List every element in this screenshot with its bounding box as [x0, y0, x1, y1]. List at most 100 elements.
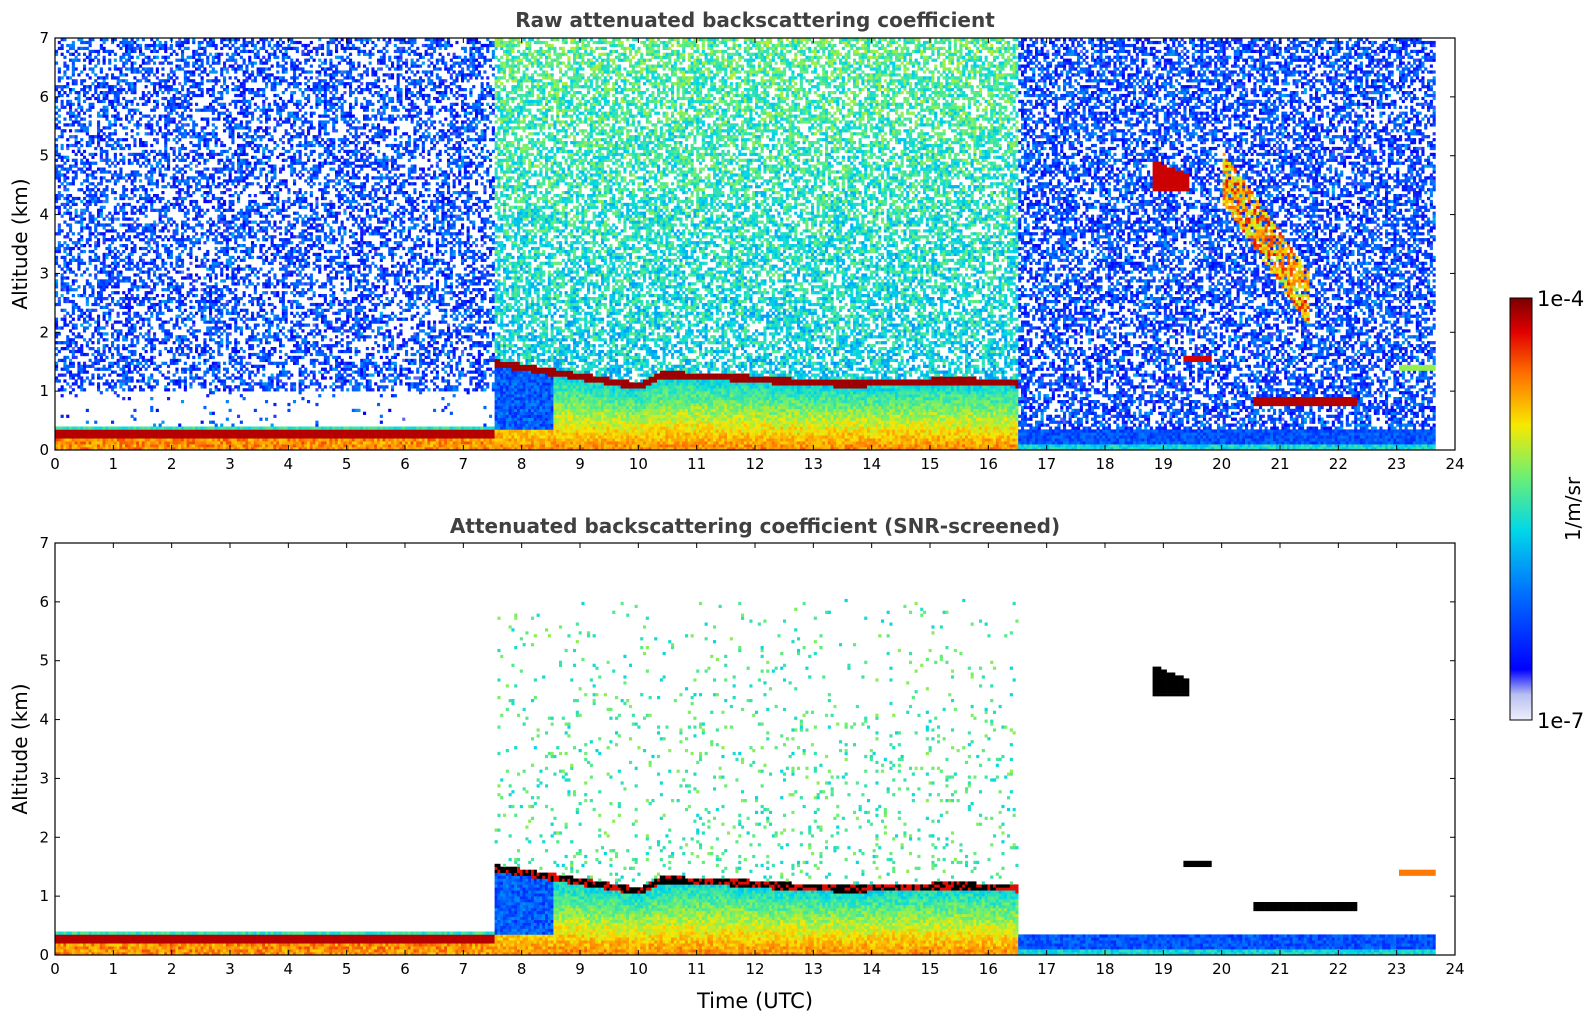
field-cell — [72, 170, 75, 173]
field-cell — [58, 76, 61, 79]
field-cell — [75, 341, 78, 344]
field-cell — [94, 427, 97, 430]
field-cell — [103, 115, 106, 118]
field-cell — [86, 194, 89, 197]
field-cell — [97, 438, 100, 441]
field-cell — [94, 435, 97, 438]
field-cell — [100, 268, 103, 271]
field-cell — [66, 85, 69, 88]
field-cell — [83, 100, 86, 103]
field-cell — [69, 341, 72, 344]
field-cell — [97, 318, 100, 321]
field-cell — [66, 300, 69, 303]
field-cell — [89, 282, 92, 285]
field-cell — [86, 371, 89, 374]
field-cell — [86, 56, 89, 59]
field-cell — [91, 197, 94, 200]
field-cell — [94, 185, 97, 188]
field-cell — [61, 94, 64, 97]
field-cell — [94, 253, 97, 256]
field-cell — [66, 194, 69, 197]
field-cell — [69, 168, 72, 171]
field-cell — [77, 197, 80, 200]
field-cell — [69, 91, 72, 94]
field-cell — [80, 79, 83, 82]
field-cell — [89, 382, 92, 385]
field-cell — [63, 247, 66, 250]
field-cell — [69, 391, 72, 394]
field-cell — [83, 362, 86, 365]
field-cell — [77, 332, 80, 335]
field-cell — [100, 147, 103, 150]
field-cell — [72, 200, 75, 203]
field-cell — [97, 59, 100, 62]
field-cell — [83, 365, 86, 368]
field-cell — [83, 226, 86, 229]
field-cell — [61, 159, 64, 162]
field-cell — [103, 41, 106, 44]
field-cell — [69, 144, 72, 147]
field-cell — [100, 170, 103, 173]
field-cell — [72, 324, 75, 327]
field-cell — [72, 365, 75, 368]
field-cell — [80, 250, 83, 253]
field-cell — [80, 438, 83, 441]
field-cell — [94, 444, 97, 447]
field-cell — [58, 379, 61, 382]
field-cell — [72, 429, 75, 432]
field-cell — [105, 159, 108, 162]
field-cell — [63, 203, 66, 206]
field-cell — [91, 438, 94, 441]
field-cell — [75, 288, 78, 291]
field-cell — [86, 200, 89, 203]
field-cell — [100, 335, 103, 338]
field-cell — [91, 50, 94, 53]
field-cell — [91, 141, 94, 144]
field-cell — [69, 165, 72, 168]
field-cell — [83, 85, 86, 88]
field-cell — [103, 176, 106, 179]
field-cell — [94, 203, 97, 206]
field-cell — [69, 262, 72, 265]
field-cell — [69, 321, 72, 324]
field-cell — [63, 235, 66, 238]
field-cell — [72, 144, 75, 147]
field-cell — [97, 209, 100, 212]
field-cell — [94, 79, 97, 82]
field-cell — [103, 312, 106, 315]
field-cell — [103, 297, 106, 300]
field-cell — [86, 341, 89, 344]
field-cell — [100, 138, 103, 141]
field-cell — [80, 273, 83, 276]
field-cell — [86, 185, 89, 188]
field-cell — [105, 223, 108, 226]
field-cell — [77, 318, 80, 321]
field-cell — [63, 288, 66, 291]
field-cell — [77, 374, 80, 377]
field-cell — [61, 347, 64, 350]
field-cell — [97, 291, 100, 294]
field-cell — [75, 394, 78, 397]
field-cell — [69, 259, 72, 262]
field-cell — [58, 41, 61, 44]
field-cell — [94, 241, 97, 244]
field-cell — [66, 44, 69, 47]
field-cell — [69, 271, 72, 274]
field-cell — [97, 238, 100, 241]
field-cell — [105, 273, 108, 276]
field-cell — [77, 362, 80, 365]
field-cell — [97, 126, 100, 129]
field-cell — [105, 368, 108, 371]
field-cell — [97, 324, 100, 327]
field-cell — [103, 279, 106, 282]
field-cell — [75, 427, 78, 430]
field-cell — [103, 194, 106, 197]
field-cell — [61, 309, 64, 312]
field-cell — [77, 215, 80, 218]
field-cell — [72, 73, 75, 76]
field-cell — [77, 238, 80, 241]
field-cell — [103, 282, 106, 285]
field-cell — [94, 88, 97, 91]
field-cell — [75, 356, 78, 359]
field-cell — [58, 109, 61, 112]
